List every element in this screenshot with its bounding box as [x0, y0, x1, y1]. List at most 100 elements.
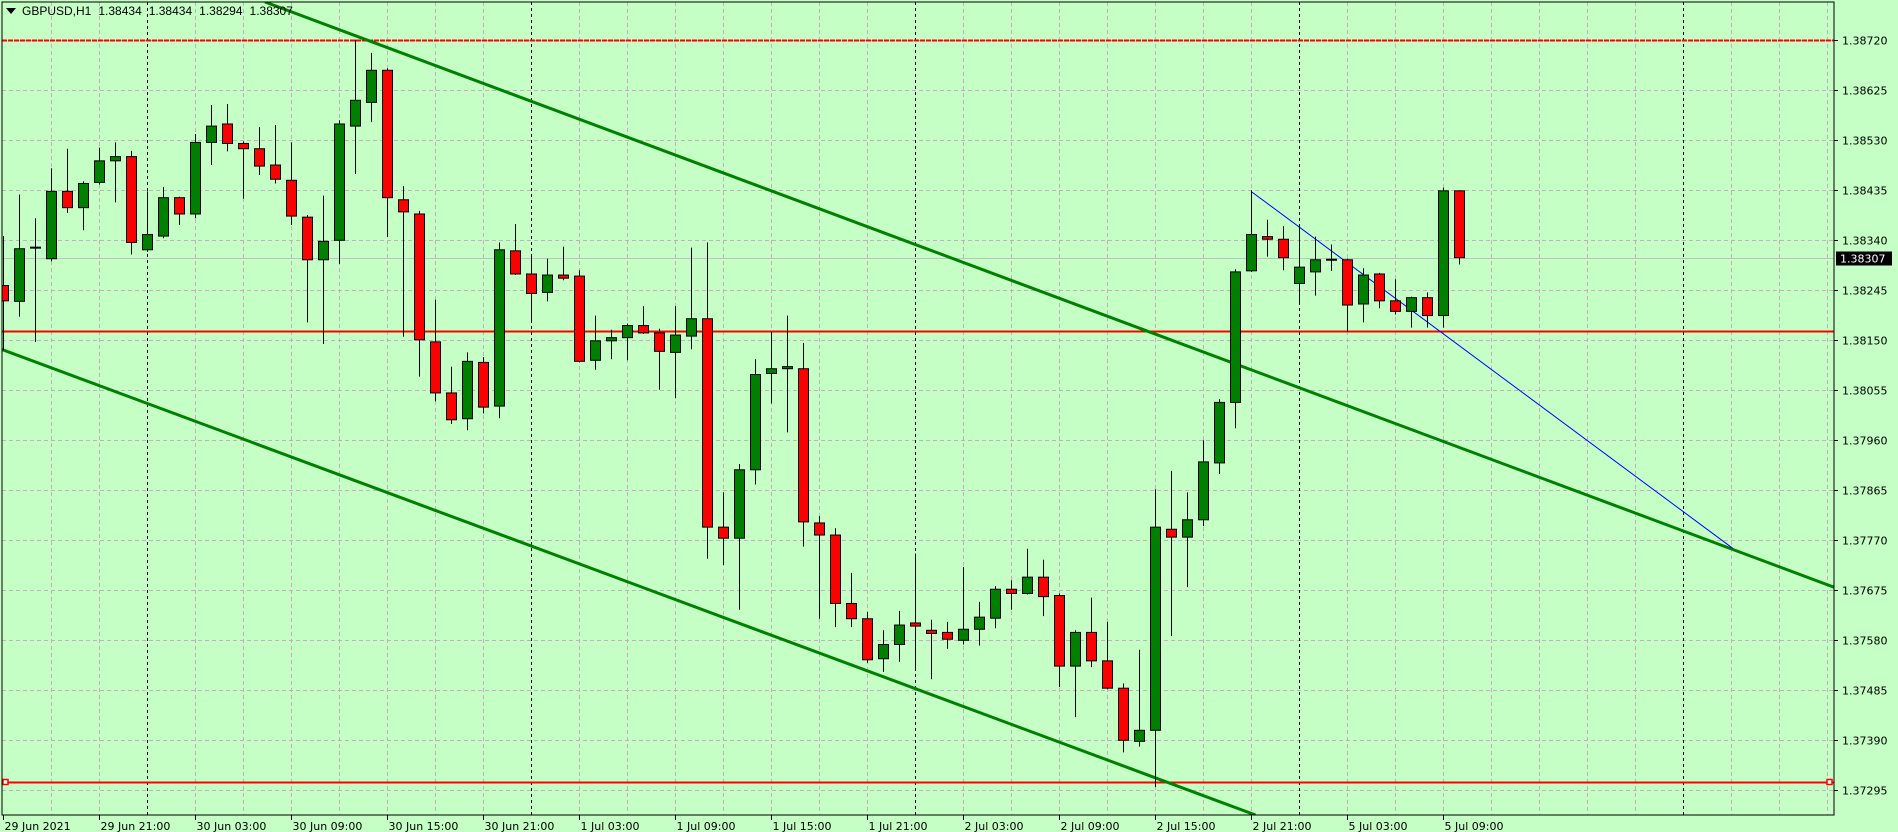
channel-upper-line[interactable] [264, 2, 1834, 589]
candle-body-bull [990, 588, 1001, 619]
candle [1310, 236, 1321, 296]
candle [718, 492, 729, 566]
candle-body-bull [318, 240, 329, 261]
candle [1278, 226, 1289, 271]
candle [830, 528, 841, 628]
candle-body-bull [206, 125, 217, 143]
candle [654, 328, 665, 390]
candle-body-bull [334, 123, 345, 241]
candle [590, 315, 601, 370]
close-value: 1.38307 [249, 4, 293, 18]
candle [702, 242, 713, 559]
price-tick-label: 1.37390 [1842, 735, 1888, 748]
time-axis[interactable]: 29 Jun 2021 29 Jun 21:00 30 Jun 03:00 30 Ju… [3, 815, 1504, 832]
candle [1150, 489, 1161, 788]
candle-body-bull [46, 190, 57, 260]
price-tick-label: 1.38055 [1842, 385, 1888, 398]
line-handle-left[interactable] [2, 778, 9, 786]
price-tick-label: 1.37770 [1842, 535, 1888, 548]
time-tick-label: 30 Jun 03:00 [197, 820, 267, 832]
candle [1022, 548, 1033, 595]
price-axis[interactable]: 1.38720 1.38625 1.38530 1.38435 1.38340 1.382… [1834, 35, 1888, 798]
candle [510, 223, 521, 276]
candle-body-bull [1358, 274, 1369, 305]
price-tick-label: 1.38625 [1842, 85, 1888, 98]
candle [1134, 649, 1145, 747]
candle-body-bull [366, 69, 377, 103]
candle [846, 572, 857, 628]
price-tick-label: 1.37675 [1842, 585, 1888, 598]
time-tick-label: 30 Jun 09:00 [293, 820, 363, 832]
candle [638, 306, 649, 334]
candle-body-bear [702, 318, 713, 528]
candle-body-bear [1342, 259, 1353, 306]
candle [446, 366, 457, 424]
chart-header: GBPUSD,H1 1.38434 1.38434 1.38294 1.3830… [6, 4, 300, 18]
channel-lower-line[interactable] [2, 348, 1257, 815]
candle-body-bull [1150, 526, 1161, 731]
candle-body-bear [302, 216, 313, 261]
candle [494, 242, 505, 419]
candle-body-bull [1310, 259, 1321, 273]
candle [1294, 223, 1305, 303]
candle [814, 516, 825, 619]
candle [1262, 219, 1273, 257]
candle-body-bull [1022, 576, 1033, 594]
candle [686, 247, 697, 350]
candle-body-bull [542, 274, 553, 293]
candle-body-bull [1246, 234, 1257, 272]
candle-body-bear [238, 142, 249, 150]
candle-body-bear [1374, 273, 1385, 302]
candle-body-bear [718, 526, 729, 539]
candle-body-bull [766, 368, 777, 374]
open-value: 1.38434 [98, 4, 142, 18]
price-tick-label: 1.37865 [1842, 485, 1888, 498]
candle [398, 186, 409, 337]
candle-body-bull [1326, 258, 1337, 261]
time-tick-label: 2 Jul 21:00 [1253, 820, 1312, 832]
candle-body-bear [1166, 528, 1177, 538]
candle [2, 236, 9, 351]
candle [1070, 630, 1081, 718]
candle [1214, 399, 1225, 474]
time-tick-label: 1 Jul 03:00 [581, 820, 640, 832]
time-tick-label: 5 Jul 09:00 [1445, 820, 1504, 832]
candle [1326, 244, 1337, 271]
candle-body-bear [382, 69, 393, 199]
candle-body-bull [1182, 519, 1193, 538]
candle [734, 463, 745, 610]
candle-body-bull [1294, 266, 1305, 284]
time-tick-label: 1 Jul 21:00 [869, 820, 928, 832]
candle [1230, 269, 1241, 429]
line-handle-right[interactable] [1826, 778, 1833, 786]
candle-body-bull [1134, 729, 1145, 742]
candle [478, 357, 489, 414]
high-value: 1.38434 [148, 4, 193, 18]
candle [1422, 292, 1433, 328]
symbol-timeframe: GBPUSD,H1 [22, 4, 92, 18]
candle [974, 601, 985, 646]
candle-body-bull [958, 628, 969, 641]
candle [1198, 440, 1209, 527]
candle [222, 103, 233, 152]
candle-body-bear [414, 213, 425, 341]
candle [958, 567, 969, 645]
candle [302, 215, 313, 323]
candle-body-bear [654, 332, 665, 352]
candle [1374, 272, 1385, 309]
candle-body-bear [1118, 687, 1129, 741]
candle-body-bear [1422, 297, 1433, 317]
candle [382, 68, 393, 238]
candle [238, 141, 249, 199]
candle-body-bull [894, 624, 905, 646]
candle-body-bear [270, 164, 281, 180]
candle [318, 195, 329, 344]
candle-body-bear [910, 622, 921, 627]
triangle-down-icon[interactable] [6, 8, 16, 14]
candle-body-bear [1454, 190, 1465, 259]
candle-body-bull [1406, 297, 1417, 312]
current-price-value: 1.38307 [1840, 253, 1886, 266]
candle [46, 168, 57, 262]
candle-body-bull [14, 248, 25, 302]
